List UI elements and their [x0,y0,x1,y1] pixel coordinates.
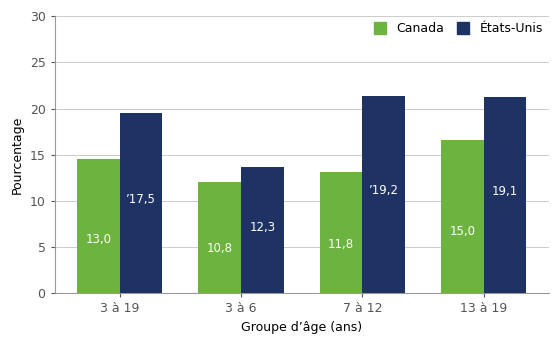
X-axis label: Groupe d’âge (ans): Groupe d’âge (ans) [241,321,362,334]
Text: 15,0: 15,0 [450,225,475,238]
Text: 11,8: 11,8 [328,238,354,252]
Text: ʼ17,5: ʼ17,5 [126,193,156,206]
Text: 19,1: 19,1 [492,185,519,198]
Text: ʼ19,2: ʼ19,2 [368,184,399,197]
Text: 12,3: 12,3 [249,221,276,234]
Y-axis label: Pourcentage: Pourcentage [11,116,24,194]
Bar [119,113,162,293]
Text: 10,8: 10,8 [207,242,233,255]
Bar [77,159,119,293]
Bar [441,140,484,293]
Bar [362,96,405,293]
Text: 13,0: 13,0 [85,233,111,246]
Bar [320,172,362,293]
Legend: Canada, États-Unis: Canada, États-Unis [374,22,543,35]
Bar [484,97,526,293]
Bar [241,167,283,293]
Bar [198,181,241,293]
